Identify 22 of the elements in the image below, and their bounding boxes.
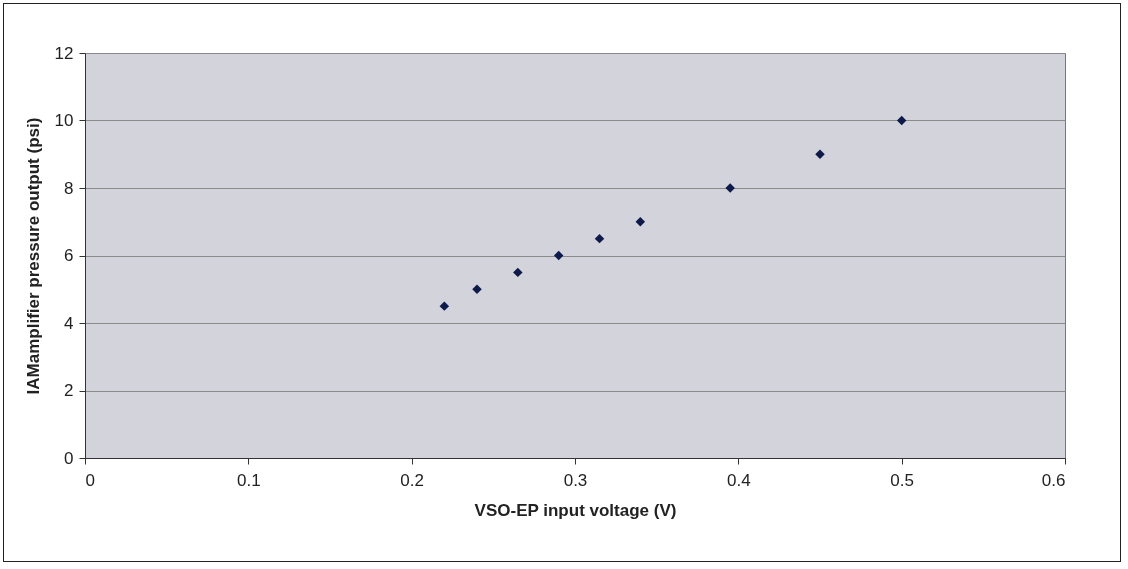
x-axis-title: VSO-EP input voltage (V) [474,500,677,520]
x-tick-label: 0.4 [727,470,751,490]
x-tick-label: 0.5 [890,470,914,490]
y-tick-label: 10 [54,111,74,130]
x-tick-label: 0.6 [1041,470,1066,490]
y-axis-title: IAMamplifier pressure output (psi) [23,117,43,395]
y-tick-label: 0 [64,448,74,468]
x-tick-label: 0.1 [237,470,261,490]
x-tick-label: 0.2 [400,470,424,490]
y-tick-label: 8 [64,178,74,198]
point [439,301,450,311]
x-tick-label: 0.3 [563,470,588,490]
point [594,233,605,244]
x-tick-label: 0 [85,470,95,490]
point [896,115,907,126]
y-tick-label: 6 [64,246,74,265]
y-tick-label: 12 [54,43,74,63]
y-tick-label: 4 [64,313,74,333]
point [553,250,564,261]
y-tick-label: 2 [64,381,74,400]
point [635,217,646,227]
point [513,267,523,278]
